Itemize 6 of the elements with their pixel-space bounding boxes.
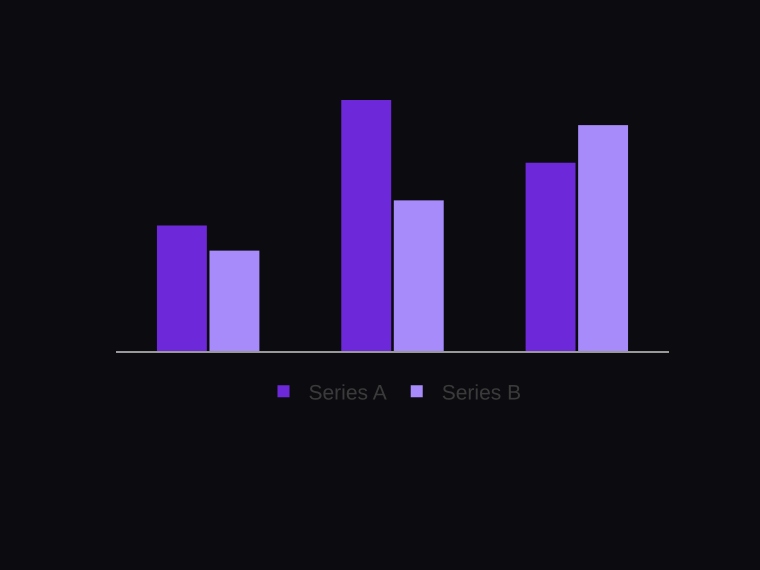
bar (341, 100, 392, 351)
bar (578, 125, 628, 351)
bar (209, 250, 260, 351)
bar (156, 226, 207, 351)
bar (526, 162, 576, 351)
bar (394, 200, 444, 351)
